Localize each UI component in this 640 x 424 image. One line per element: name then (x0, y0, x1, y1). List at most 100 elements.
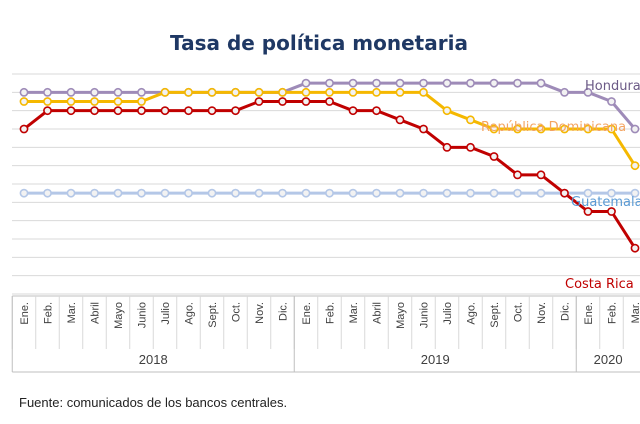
year-label-2019: 2019 (421, 352, 450, 367)
data-point-costa-rica (113, 106, 123, 116)
data-point-rep-blica-dominicana (536, 124, 546, 134)
data-point-rep-blica-dominicana (442, 106, 452, 116)
data-point-rep-blica-dominicana (90, 97, 99, 106)
series-label-rep-blica-dominicana: República Dominicana (481, 120, 626, 135)
data-point-rep-blica-dominicana (254, 87, 264, 97)
series-points (19, 78, 640, 253)
series-label-honduras: Honduras (585, 79, 640, 94)
data-point-guatemala (513, 188, 522, 198)
data-point-costa-rica (325, 97, 334, 106)
year-label-2020: 2020 (594, 352, 623, 367)
data-point-guatemala (301, 188, 311, 198)
data-point-rep-blica-dominicana (419, 87, 428, 97)
data-point-guatemala (278, 188, 287, 198)
tick-label: Julio (442, 302, 454, 325)
data-point-costa-rica (630, 243, 640, 253)
data-point-costa-rica (348, 106, 358, 116)
data-point-guatemala (254, 188, 264, 198)
tick-label: Oct. (231, 302, 243, 322)
data-point-honduras (90, 87, 99, 97)
data-point-guatemala (231, 188, 240, 198)
data-point-costa-rica (254, 97, 264, 106)
data-point-honduras (43, 87, 52, 97)
data-point-costa-rica (90, 106, 99, 116)
data-point-honduras (536, 78, 546, 88)
data-point-guatemala (19, 188, 29, 198)
chart-title: Tasa de política monetaria (170, 31, 468, 55)
data-point-rep-blica-dominicana (160, 87, 170, 97)
data-point-rep-blica-dominicana (207, 87, 217, 97)
tick-label: Ene. (583, 302, 595, 325)
data-point-guatemala (395, 188, 405, 198)
data-point-costa-rica (66, 106, 76, 116)
tick-label: Ene. (301, 302, 313, 325)
data-point-honduras (348, 78, 358, 88)
data-point-honduras (325, 78, 334, 88)
tick-label: Nov. (254, 302, 266, 324)
data-point-costa-rica (372, 106, 381, 116)
data-point-costa-rica (160, 106, 170, 116)
data-point-honduras (442, 78, 452, 88)
tick-label: Sept. (207, 302, 219, 328)
series-label-guatemala: Guatemala (571, 195, 640, 210)
data-point-costa-rica (301, 97, 311, 106)
tick-label: Feb. (43, 302, 55, 324)
data-point-rep-blica-dominicana (137, 97, 146, 106)
data-point-costa-rica (583, 207, 593, 216)
data-point-guatemala (607, 188, 616, 198)
data-point-costa-rica (489, 152, 499, 161)
data-point-rep-blica-dominicana (231, 87, 240, 97)
data-point-honduras (630, 124, 640, 134)
data-point-costa-rica (184, 106, 193, 116)
tick-label: Abril (90, 302, 102, 324)
tick-label: Feb. (325, 302, 337, 324)
data-point-honduras (583, 87, 593, 97)
data-point-rep-blica-dominicana (184, 87, 193, 97)
x-axis: 2018 2019 2020 Ene. Feb. Mar. Abril Mayo Junio Ju… (11, 295, 640, 373)
tick-label: Mayo (113, 302, 125, 329)
data-point-costa-rica (43, 106, 52, 116)
data-point-guatemala (137, 188, 146, 198)
tick-label: Junio (137, 302, 149, 328)
data-point-costa-rica (395, 115, 405, 125)
tick-label: Ago. (184, 302, 196, 325)
data-point-guatemala (207, 188, 217, 198)
data-point-rep-blica-dominicana (489, 124, 499, 134)
data-point-rep-blica-dominicana (607, 124, 616, 134)
data-point-costa-rica (207, 106, 217, 116)
source-note: Fuente: comunicados de los bancos centra… (19, 395, 288, 410)
data-point-rep-blica-dominicana (19, 97, 29, 106)
data-point-rep-blica-dominicana (325, 87, 334, 97)
data-point-rep-blica-dominicana (513, 124, 522, 134)
tick-label: Mar. (630, 302, 640, 323)
data-point-rep-blica-dominicana (43, 97, 52, 106)
tick-label: Julio (160, 302, 172, 325)
data-point-rep-blica-dominicana (348, 87, 358, 97)
data-point-honduras (607, 97, 616, 106)
data-point-guatemala (630, 188, 640, 198)
data-point-honduras (113, 87, 123, 97)
tick-label: Feb. (607, 302, 619, 324)
tick-label: Mar. (66, 302, 78, 323)
tick-label: Abril (372, 302, 384, 324)
data-point-guatemala (160, 188, 170, 198)
tick-label: Dic. (278, 302, 290, 321)
data-point-honduras (513, 78, 522, 88)
data-point-honduras (419, 78, 428, 88)
data-point-guatemala (325, 188, 334, 198)
tick-label: Ene. (19, 302, 31, 325)
data-point-guatemala (90, 188, 99, 198)
tick-label: Oct. (513, 302, 525, 322)
policy-rate-chart: Tasa de política monetaria 2018 2019 2020 E… (11, 31, 640, 373)
data-point-rep-blica-dominicana (301, 87, 311, 97)
data-point-honduras (466, 78, 475, 88)
data-point-costa-rica (513, 170, 522, 180)
data-point-costa-rica (278, 97, 287, 106)
tick-label: Dic. (560, 302, 572, 321)
data-point-honduras (66, 87, 76, 97)
tick-label: Junio (419, 302, 431, 328)
tick-label: Sept. (489, 302, 501, 328)
data-point-guatemala (442, 188, 452, 198)
data-point-honduras (19, 87, 29, 97)
data-point-rep-blica-dominicana (278, 87, 287, 97)
